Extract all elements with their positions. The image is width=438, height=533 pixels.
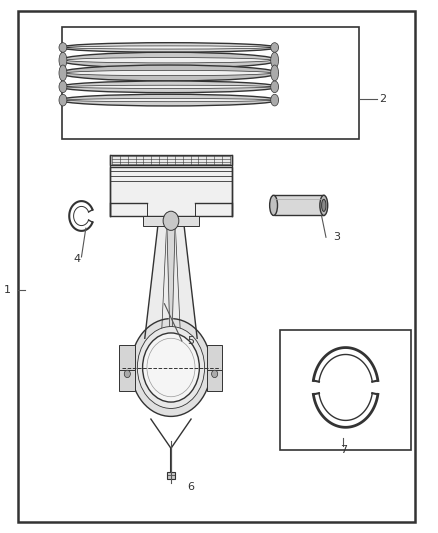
Circle shape xyxy=(124,370,131,377)
Text: 1: 1 xyxy=(4,286,11,295)
Circle shape xyxy=(131,319,211,416)
Ellipse shape xyxy=(320,195,328,215)
Bar xyxy=(110,155,232,165)
Bar xyxy=(143,216,199,225)
Bar xyxy=(280,330,411,450)
Bar xyxy=(62,27,359,139)
Ellipse shape xyxy=(60,81,278,93)
Ellipse shape xyxy=(59,94,67,106)
Text: 2: 2 xyxy=(379,94,386,104)
Bar xyxy=(120,370,135,391)
Ellipse shape xyxy=(271,65,279,81)
Bar xyxy=(207,345,223,374)
Text: 3: 3 xyxy=(333,232,340,243)
Ellipse shape xyxy=(66,46,272,49)
Ellipse shape xyxy=(66,99,272,102)
Polygon shape xyxy=(145,225,197,338)
Ellipse shape xyxy=(270,195,278,215)
Ellipse shape xyxy=(271,81,279,93)
Ellipse shape xyxy=(59,52,67,68)
Text: 7: 7 xyxy=(340,445,347,455)
Polygon shape xyxy=(166,215,175,328)
Ellipse shape xyxy=(60,43,278,52)
Ellipse shape xyxy=(321,199,326,212)
Ellipse shape xyxy=(66,70,272,76)
Bar xyxy=(274,195,324,215)
Text: 6: 6 xyxy=(187,482,194,492)
Ellipse shape xyxy=(60,65,278,81)
Ellipse shape xyxy=(60,52,278,68)
Ellipse shape xyxy=(271,43,279,52)
Circle shape xyxy=(138,327,205,408)
Ellipse shape xyxy=(66,58,272,63)
Circle shape xyxy=(143,333,199,402)
Bar xyxy=(120,345,135,374)
Circle shape xyxy=(212,370,218,377)
Ellipse shape xyxy=(271,52,279,68)
Circle shape xyxy=(163,211,179,230)
Bar xyxy=(166,472,175,479)
Ellipse shape xyxy=(271,94,279,106)
Ellipse shape xyxy=(59,65,67,81)
Bar xyxy=(207,370,223,391)
Ellipse shape xyxy=(59,43,67,52)
Ellipse shape xyxy=(60,94,278,106)
Bar xyxy=(110,166,232,216)
Ellipse shape xyxy=(66,85,272,88)
Text: 4: 4 xyxy=(74,254,81,263)
Ellipse shape xyxy=(59,81,67,93)
Text: 5: 5 xyxy=(187,336,194,346)
